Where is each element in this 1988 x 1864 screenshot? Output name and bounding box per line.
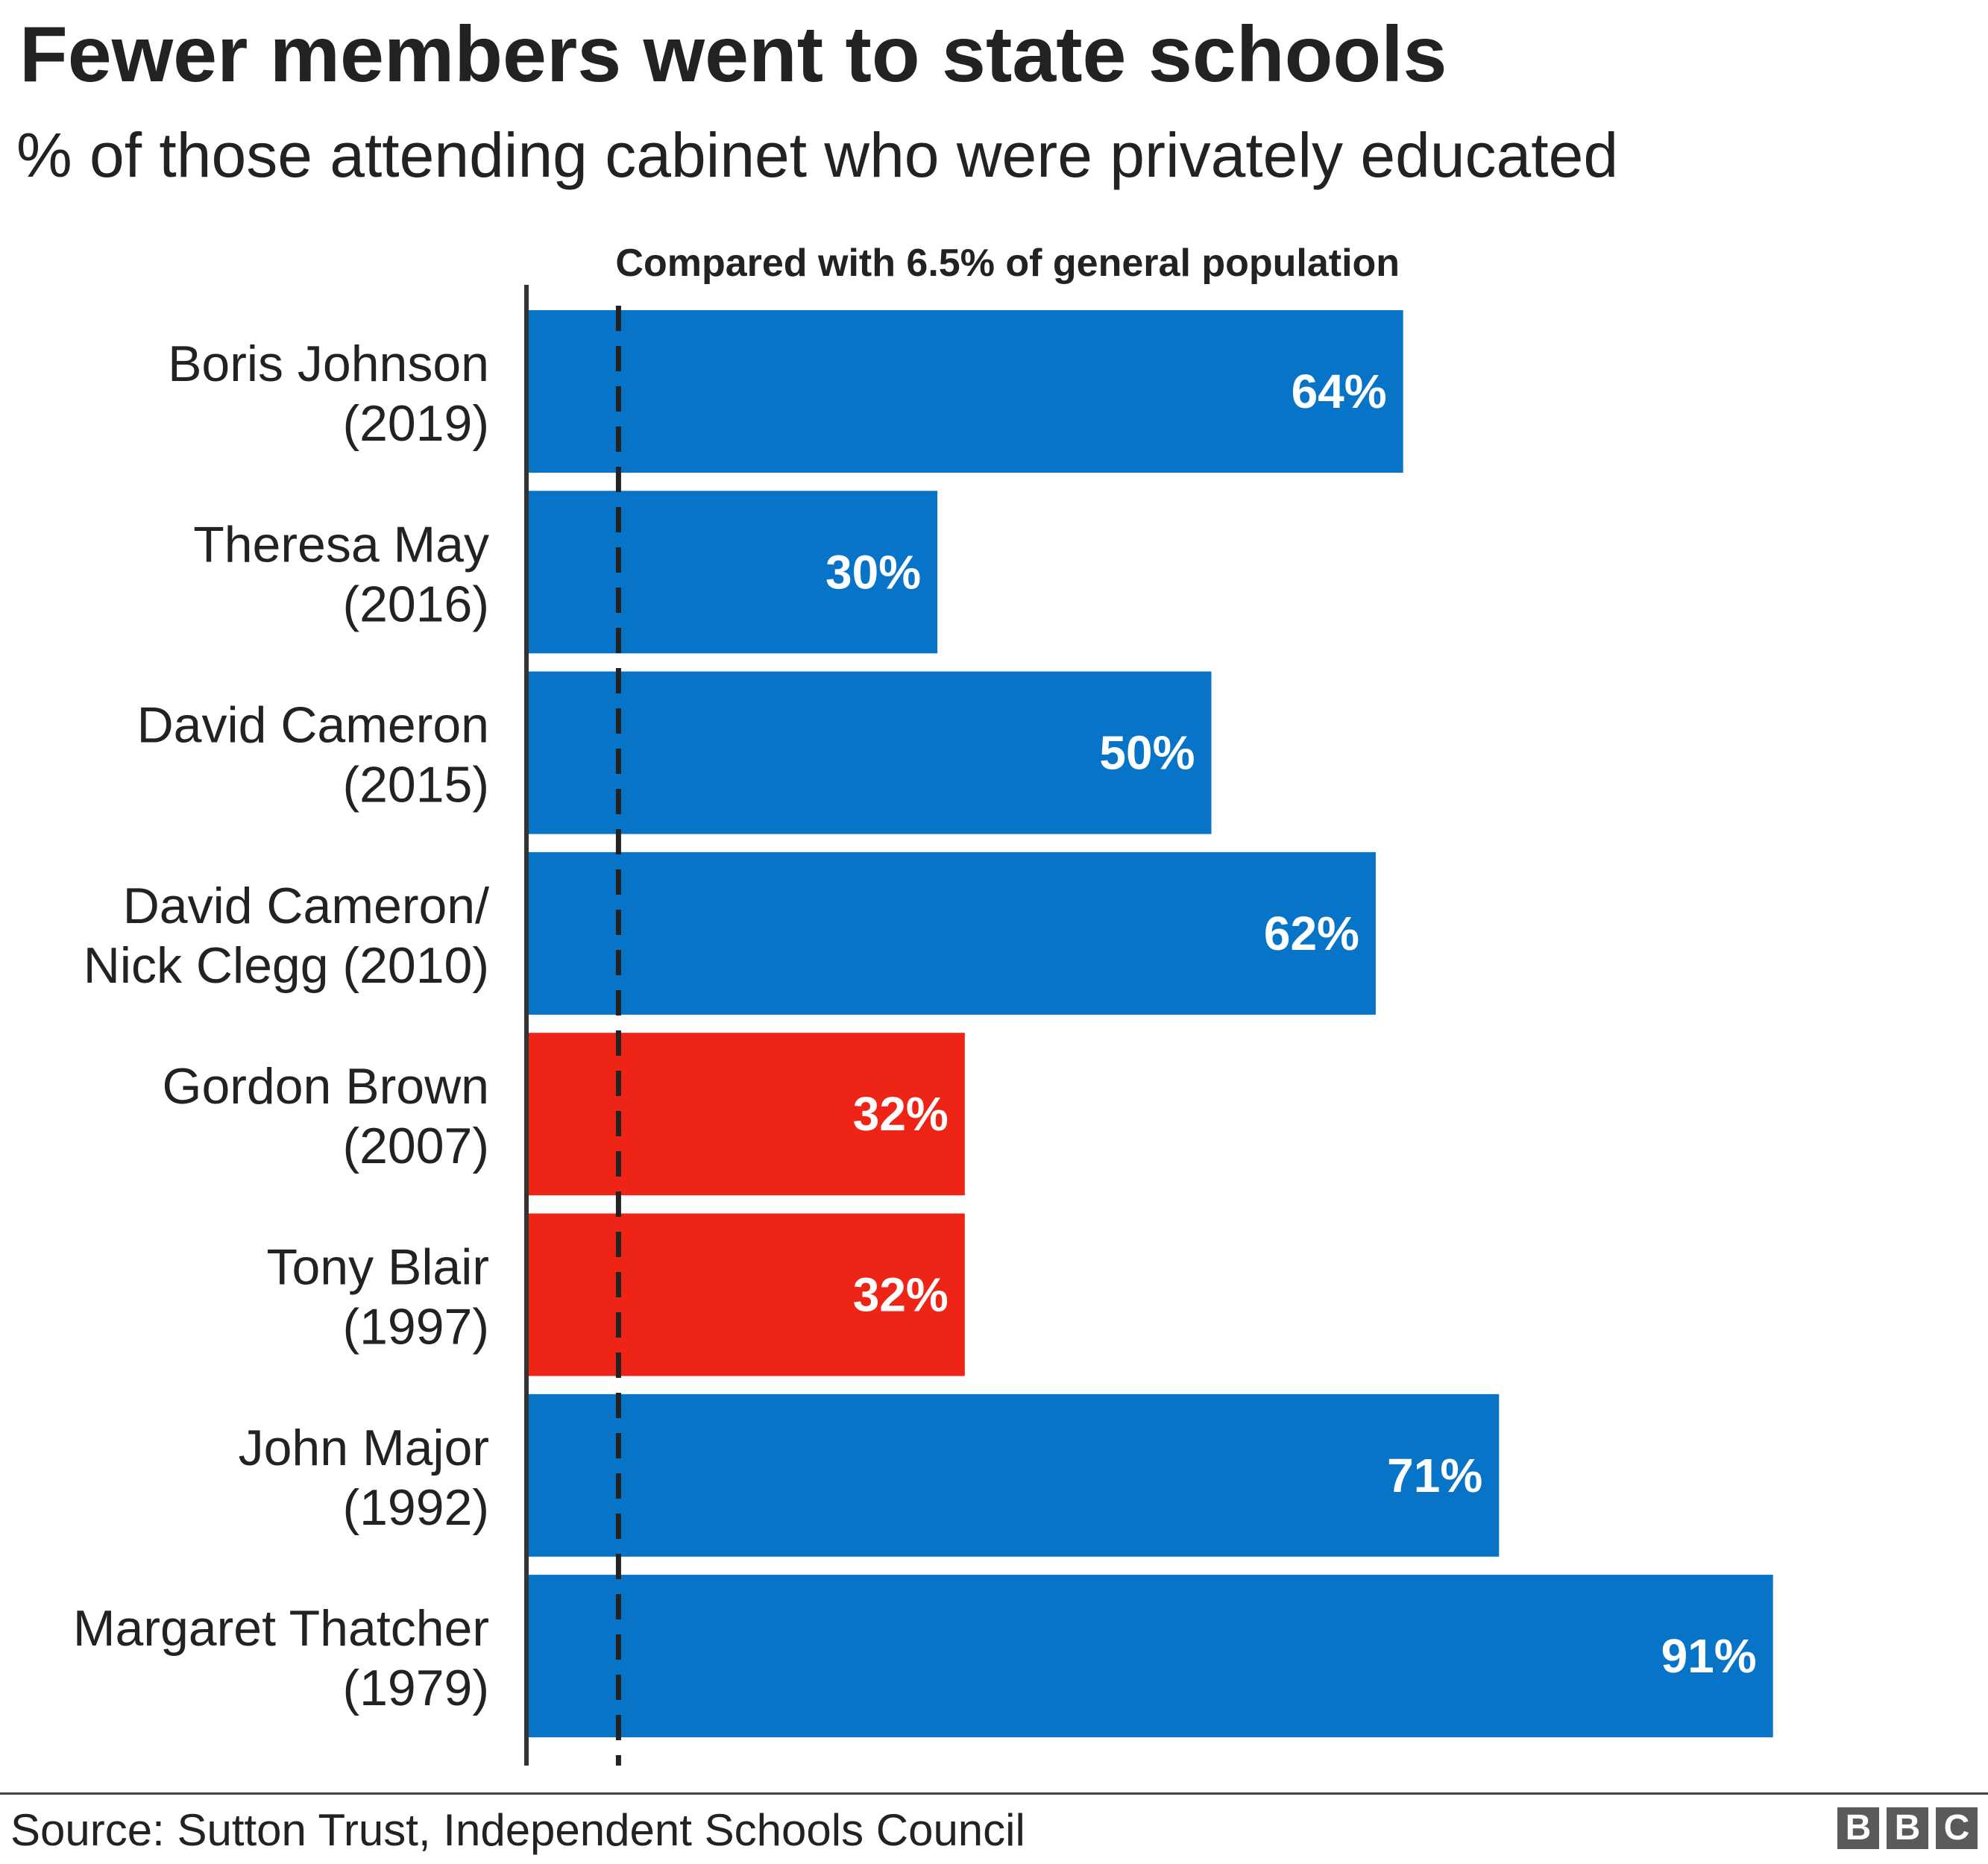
category-label: (2007) bbox=[342, 1118, 489, 1174]
bar-value-label: 30% bbox=[825, 545, 921, 599]
bbc-logo-letter: C bbox=[1936, 1807, 1978, 1849]
category-label: (2015) bbox=[342, 757, 489, 813]
bar-value-label: 62% bbox=[1264, 907, 1359, 960]
category-label: Gordon Brown bbox=[163, 1058, 489, 1115]
bar-chart: 64%Boris Johnson(2019)30%Theresa May(201… bbox=[73, 242, 1773, 1766]
bar-value-label: 32% bbox=[853, 1268, 949, 1322]
category-label: David Cameron/ bbox=[123, 878, 489, 934]
category-label: Boris Johnson bbox=[168, 336, 489, 392]
bar-value-label: 71% bbox=[1387, 1449, 1482, 1502]
chart-title: Fewer members went to state schools bbox=[19, 10, 1447, 98]
bar bbox=[526, 1033, 965, 1196]
chart-subtitle: % of those attending cabinet who were pr… bbox=[16, 120, 1619, 190]
category-label: Margaret Thatcher bbox=[73, 1600, 489, 1657]
bar bbox=[526, 1213, 965, 1376]
category-label: Nick Clegg (2010) bbox=[84, 937, 489, 994]
bar bbox=[526, 1394, 1500, 1557]
bar bbox=[526, 491, 938, 654]
bar-value-label: 91% bbox=[1661, 1629, 1757, 1683]
reference-line-label: Compared with 6.5% of general population bbox=[615, 242, 1400, 285]
category-label: (1992) bbox=[342, 1479, 489, 1536]
bar-value-label: 32% bbox=[853, 1087, 949, 1141]
bar bbox=[526, 310, 1403, 473]
source-note: Source: Sutton Trust, Independent School… bbox=[10, 1805, 1025, 1855]
category-label: (1997) bbox=[342, 1299, 489, 1356]
bar-value-label: 64% bbox=[1292, 365, 1387, 418]
category-label: (2016) bbox=[342, 576, 489, 632]
footer-divider bbox=[0, 1792, 1988, 1795]
bar bbox=[526, 671, 1212, 834]
category-label: Tony Blair bbox=[266, 1239, 489, 1296]
category-label: Theresa May bbox=[193, 516, 489, 573]
bbc-logo-letter: B bbox=[1837, 1807, 1879, 1849]
bbc-logo-letter: B bbox=[1887, 1807, 1928, 1849]
bar-value-label: 50% bbox=[1099, 726, 1195, 780]
category-label: (1979) bbox=[342, 1660, 489, 1716]
category-label: John Major bbox=[239, 1420, 489, 1476]
category-label: (2019) bbox=[342, 395, 489, 452]
bbc-logo: B B C bbox=[1837, 1807, 1978, 1849]
category-label: David Cameron bbox=[137, 697, 489, 754]
bar bbox=[526, 1575, 1773, 1738]
bar bbox=[526, 851, 1376, 1015]
